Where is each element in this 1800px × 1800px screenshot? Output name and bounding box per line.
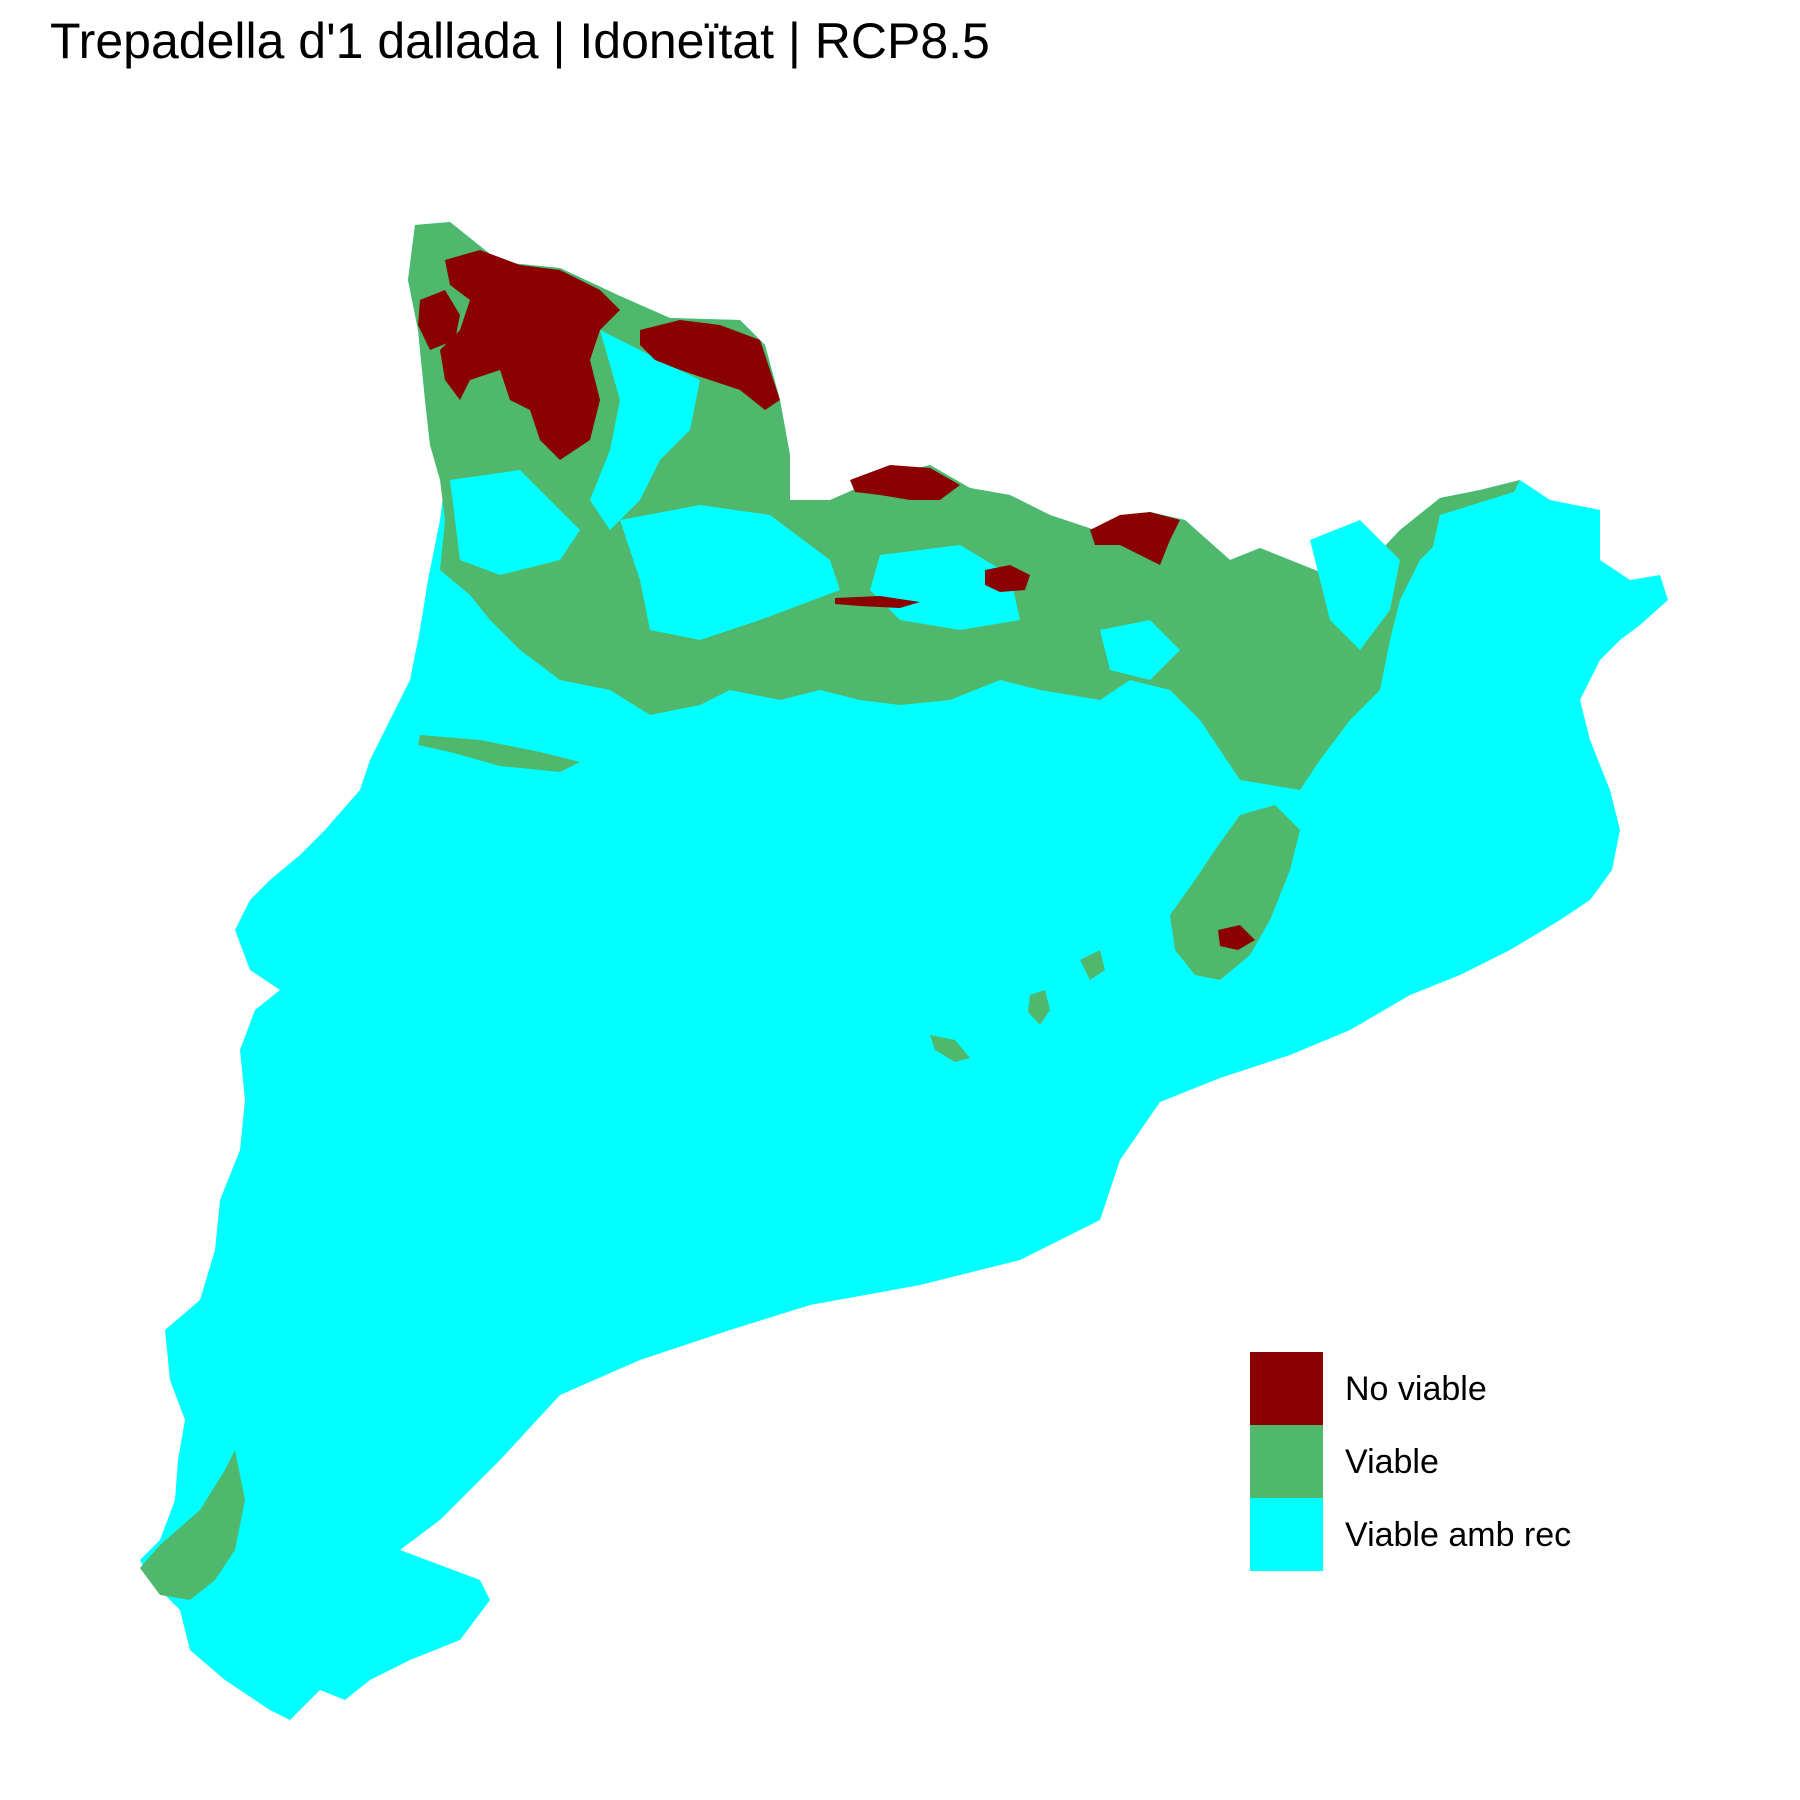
region-valley-2 [450, 470, 580, 575]
region-viable-montseny [1170, 805, 1300, 980]
region-viable-south [140, 1450, 245, 1600]
region-no-viable-aran [440, 250, 620, 460]
region-valley-7 [1420, 490, 1560, 660]
region-viable-amb-rec [140, 222, 1668, 1720]
region-no-viable-north-west [418, 290, 460, 350]
legend-label-viable-amb-rec: Viable amb rec [1345, 1516, 1572, 1554]
legend-label-viable: Viable [1345, 1443, 1439, 1481]
region-viable-patch-1 [418, 735, 580, 772]
region-viable-patch-4 [1080, 950, 1105, 980]
region-viable-patch-2 [930, 1035, 970, 1062]
region-no-viable-cadi [850, 465, 960, 500]
legend-swatch-no-viable [1250, 1352, 1323, 1425]
region-viable-patch-3 [1028, 990, 1050, 1025]
region-valley-4 [870, 545, 1020, 630]
legend-label-no-viable: No viable [1345, 1370, 1487, 1408]
region-no-viable-pallars [640, 320, 780, 410]
region-no-viable-puigmal [1090, 512, 1180, 565]
region-valley-3 [620, 505, 840, 640]
region-no-viable-strip [835, 596, 920, 608]
region-no-viable-bergueda [985, 565, 1030, 592]
map-title: Trepadella d'1 dallada | Idoneïtat | RCP… [50, 13, 990, 69]
legend-swatch-viable [1250, 1425, 1323, 1498]
legend-swatch-viable-amb-rec [1250, 1498, 1323, 1571]
region-valley-1 [590, 330, 700, 530]
region-valley-6 [1310, 520, 1400, 650]
region-valley-5 [1100, 620, 1180, 680]
region-no-viable-montseny [1218, 925, 1255, 950]
